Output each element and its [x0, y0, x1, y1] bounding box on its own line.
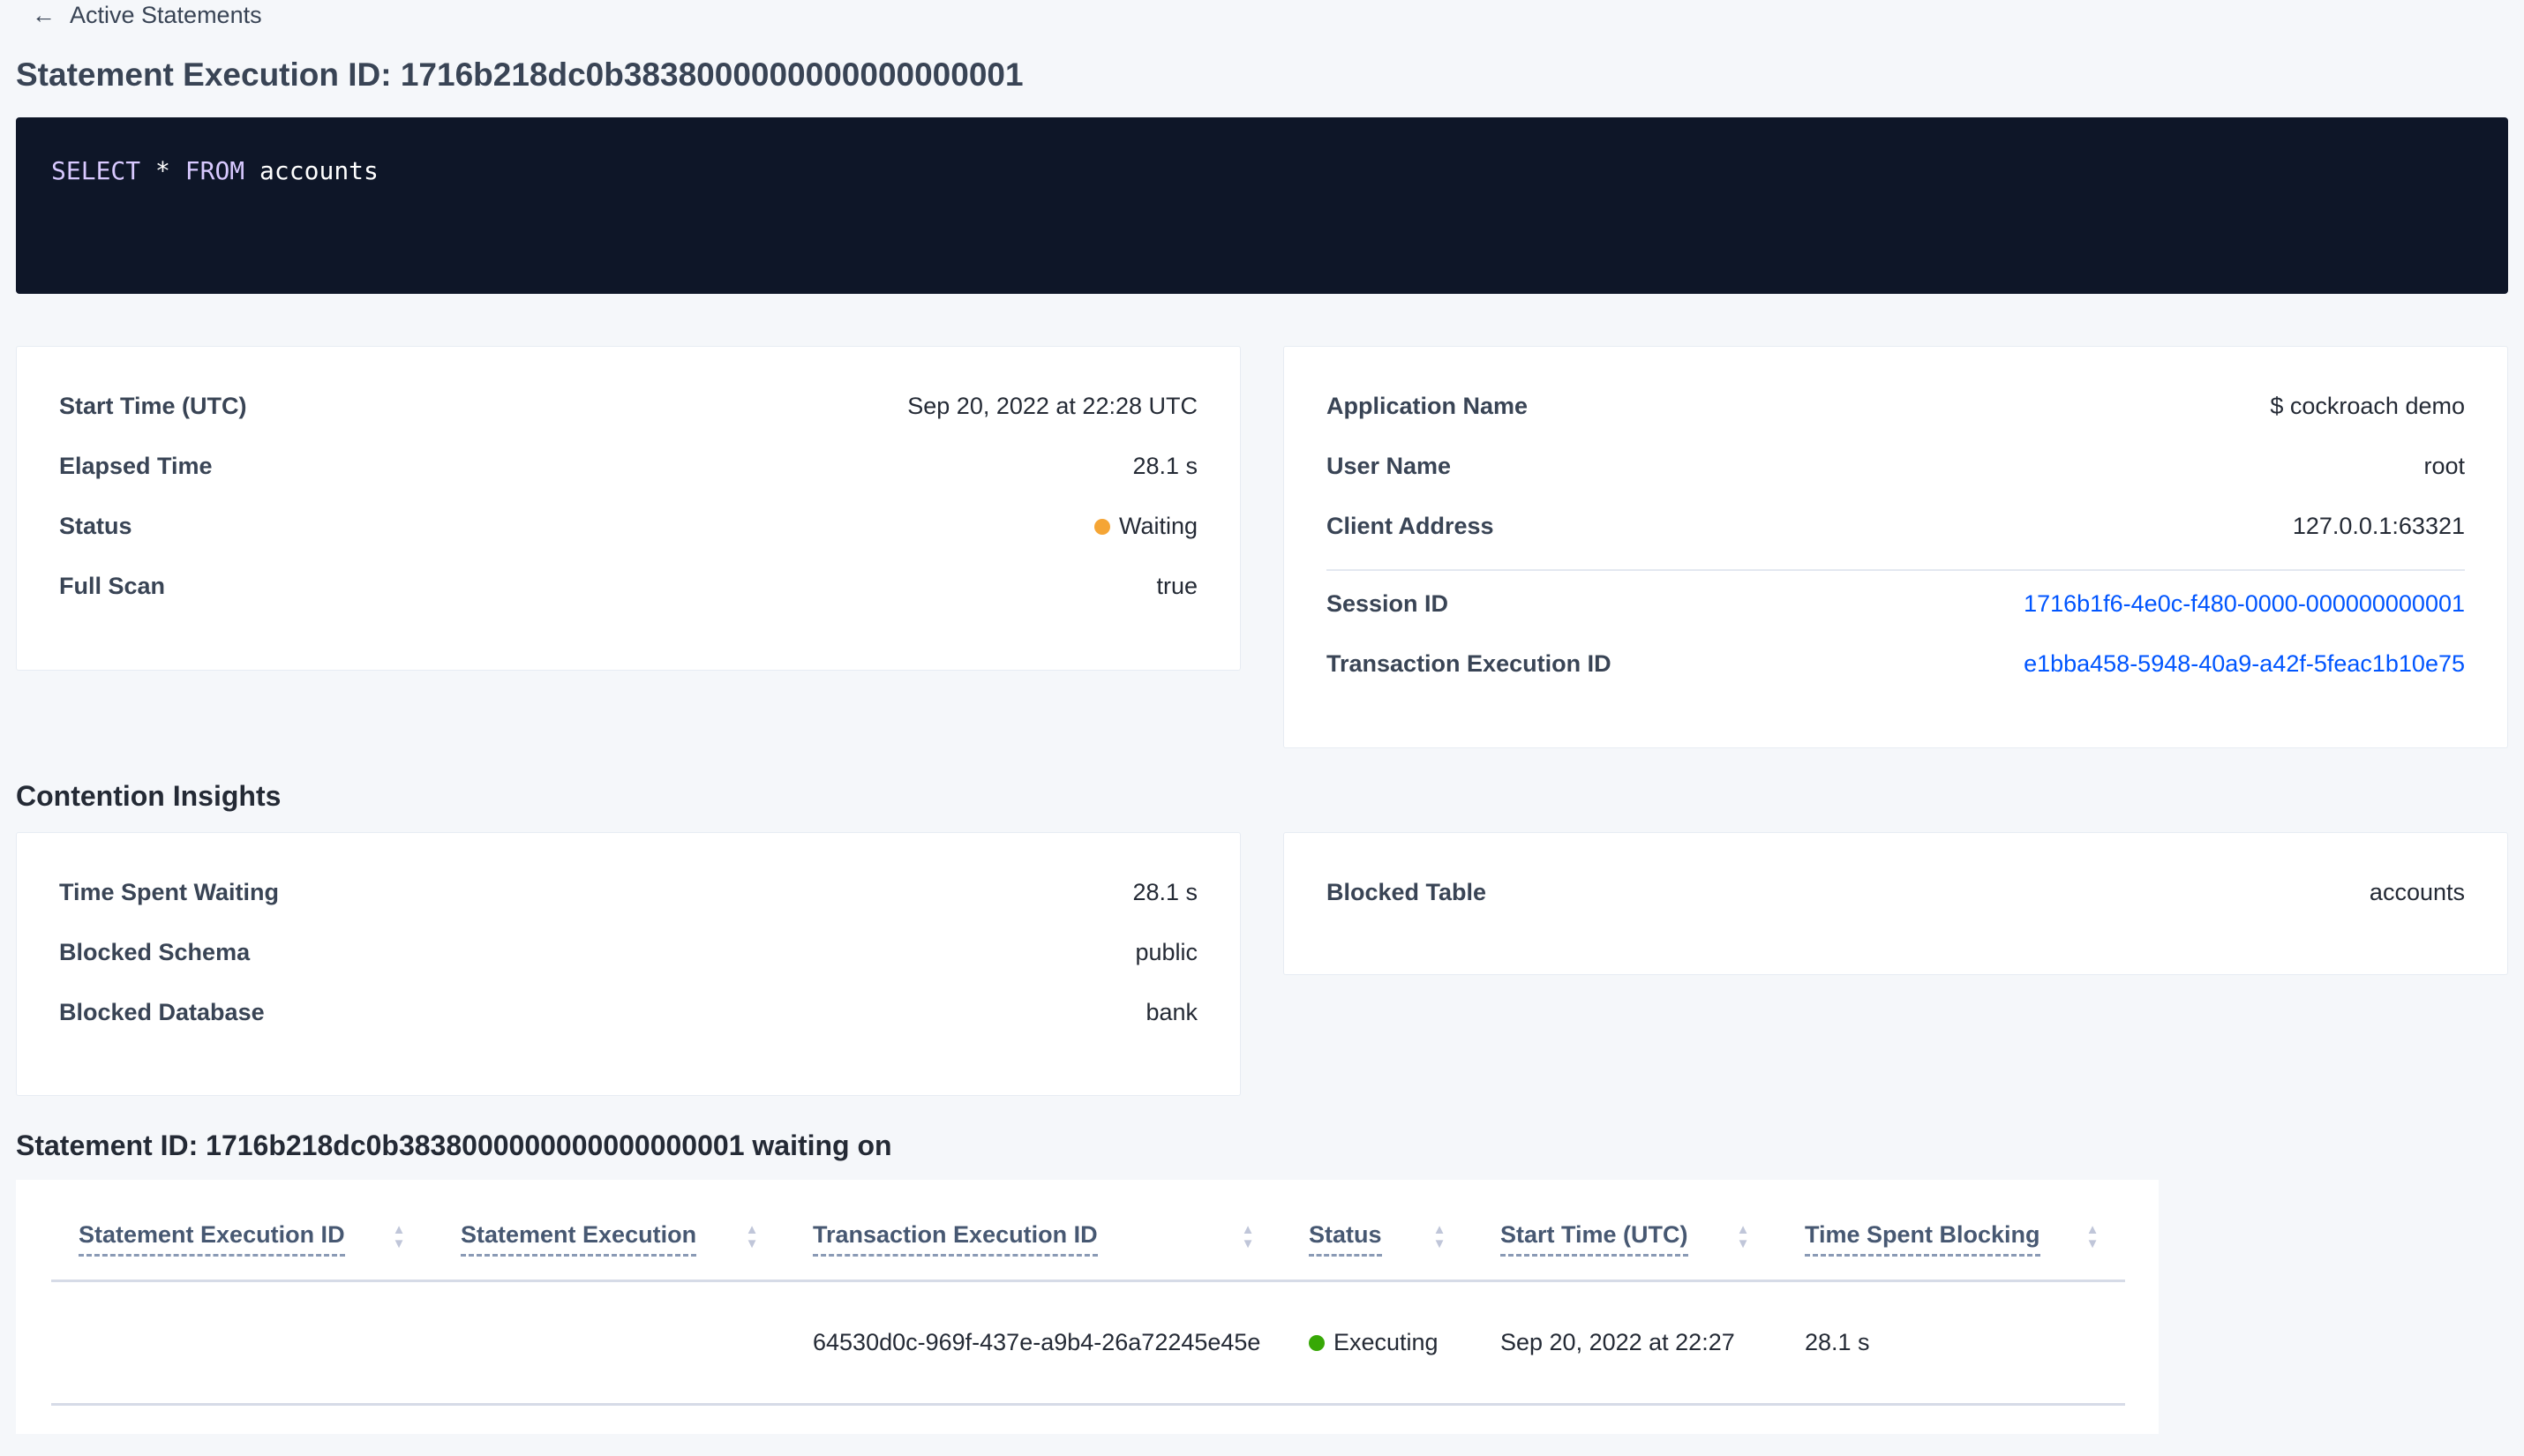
session-id-link[interactable]: 1716b1f6-4e0c-f480-0000-000000000001 [2024, 590, 2465, 617]
value: accounts [2369, 879, 2465, 905]
detail-row: Time Spent Waiting 28.1 s [59, 879, 1198, 906]
blocked-table-card: Blocked Table accounts [1283, 832, 2508, 975]
sort-icon[interactable]: ▲ ▼ [1432, 1222, 1446, 1251]
contention-card: Time Spent Waiting 28.1 s Blocked Schema p… [16, 832, 1241, 1096]
detail-row: Blocked Schema public [59, 939, 1198, 966]
label: Client Address [1326, 513, 1494, 539]
label: Application Name [1326, 393, 1529, 419]
sort-icon[interactable]: ▲ ▼ [1736, 1222, 1750, 1251]
label: Session ID [1326, 590, 1449, 617]
sql-code-block: SELECT * FROM accounts [16, 117, 2508, 294]
value: bank [1146, 999, 1198, 1025]
column-header-statement-execution[interactable]: Statement Execution [461, 1221, 697, 1257]
detail-row: Elapsed Time 28.1 s [59, 453, 1198, 480]
column-header-time-spent-blocking[interactable]: Time Spent Blocking [1805, 1221, 2040, 1257]
value: $ cockroach demo [2270, 393, 2465, 419]
detail-row: Full Scan true [59, 573, 1198, 600]
status-dot-icon [1093, 519, 1110, 535]
status-text: Executing [1333, 1329, 1439, 1355]
label: Blocked Schema [59, 939, 251, 965]
session-card: Application Name $ cockroach demo User Na… [1283, 346, 2508, 748]
sql-keyword: SELECT [51, 156, 141, 185]
status-dot-icon [1309, 1335, 1325, 1351]
label: Blocked Table [1326, 879, 1487, 905]
cell-status: Executing [1309, 1329, 1439, 1356]
value: 28.1 s [1132, 879, 1198, 905]
detail-row: Blocked Database bank [59, 999, 1198, 1026]
sort-icon[interactable]: ▲ ▼ [2085, 1222, 2100, 1251]
overview-card: Start Time (UTC) Sep 20, 2022 at 22:28 UT… [16, 346, 1241, 671]
value: public [1135, 939, 1198, 965]
column-header-start-time[interactable]: Start Time (UTC) [1500, 1221, 1688, 1257]
sql-table: accounts [259, 156, 379, 185]
label: Time Spent Waiting [59, 879, 280, 905]
value: true [1156, 573, 1198, 599]
detail-row: Start Time (UTC) Sep 20, 2022 at 22:28 UT… [59, 393, 1198, 420]
label: Full Scan [59, 573, 166, 599]
detail-row: Transaction Execution ID e1bba458-5948-40… [1326, 650, 2465, 678]
detail-row: Status Waiting [59, 513, 1198, 540]
label: Blocked Database [59, 999, 265, 1025]
sql-keyword: FROM [184, 156, 245, 185]
sort-icon[interactable]: ▲ ▼ [392, 1222, 406, 1251]
waiting-heading: Statement ID: 1716b218dc0b38380000000000… [16, 1130, 892, 1161]
sort-icon[interactable]: ▲ ▼ [1241, 1222, 1255, 1251]
value: root [2423, 453, 2465, 479]
page-title: Statement Execution ID: 1716b218dc0b3838… [16, 56, 1024, 93]
sort-icon[interactable]: ▲ ▼ [745, 1222, 759, 1251]
value: 127.0.0.1:63321 [2292, 513, 2465, 539]
label: Start Time (UTC) [59, 393, 247, 419]
detail-row: Application Name $ cockroach demo [1326, 393, 2465, 420]
column-header-status[interactable]: Status [1309, 1221, 1382, 1257]
back-link-active-statements[interactable]: ← Active Statements [32, 2, 262, 28]
arrow-left-icon: ← [32, 2, 56, 28]
waiting-table [16, 1180, 2159, 1434]
label: User Name [1326, 453, 1452, 479]
cell-start-time: Sep 20, 2022 at 22:27 [1500, 1329, 1735, 1355]
detail-row: Blocked Table accounts [1326, 879, 2465, 906]
detail-row: Client Address 127.0.0.1:63321 [1326, 513, 2465, 540]
label: Transaction Execution ID [1326, 650, 1611, 677]
column-header-statement-execution-id[interactable]: Statement Execution ID [79, 1221, 345, 1257]
transaction-id-link[interactable]: e1bba458-5948-40a9-a42f-5feac1b10e75 [2024, 650, 2465, 677]
detail-row: User Name root [1326, 453, 2465, 480]
label: Elapsed Time [59, 453, 213, 479]
header-divider [51, 1280, 2125, 1282]
cell-time-spent-blocking: 28.1 s [1805, 1329, 1870, 1355]
contention-heading: Contention Insights [16, 780, 282, 812]
status-text: Waiting [1118, 513, 1198, 539]
row-divider [51, 1403, 2125, 1406]
value: 28.1 s [1132, 453, 1198, 479]
divider [1326, 569, 2465, 571]
label: Status [59, 513, 132, 539]
cell-transaction-execution-id: 64530d0c-969f-437e-a9b4-26a72245e45e [813, 1329, 1261, 1355]
status-badge: Waiting [1093, 513, 1198, 540]
column-header-transaction-execution-id[interactable]: Transaction Execution ID [813, 1221, 1098, 1257]
value: Sep 20, 2022 at 22:28 UTC [907, 393, 1198, 419]
sql-operator: * [155, 156, 170, 185]
detail-row: Session ID 1716b1f6-4e0c-f480-0000-000000… [1326, 590, 2465, 618]
